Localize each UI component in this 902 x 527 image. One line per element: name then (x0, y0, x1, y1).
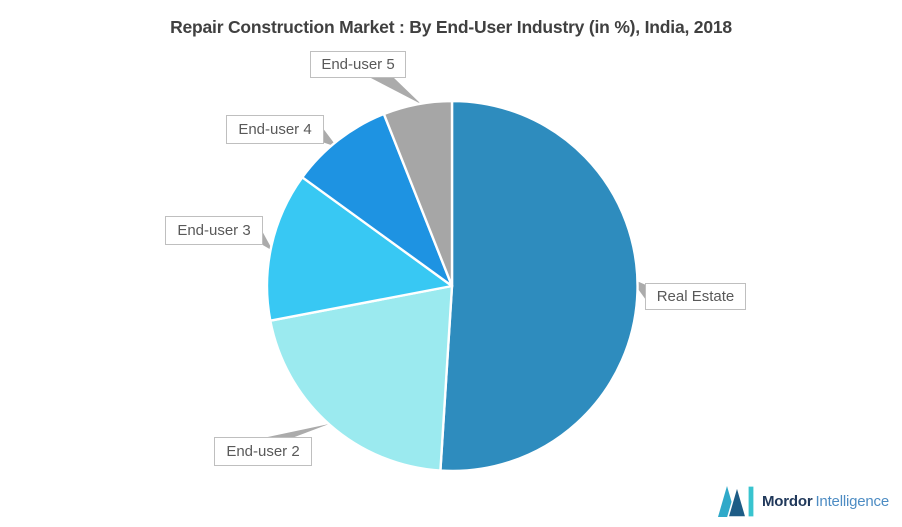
callout-end-user-2: End-user 2 (214, 437, 312, 466)
pie-slice-end-user-5 (382, 99, 454, 288)
pie-slice-real-estate (439, 99, 639, 473)
logo-wordmark: Mordor Intelligence (762, 493, 889, 510)
leader-end-user-3 (261, 229, 273, 251)
callout-end-user-4: End-user 4 (226, 115, 324, 144)
callout-end-user-5: End-user 5 (310, 51, 406, 78)
mordor-m-icon (718, 485, 755, 517)
leader-end-user-2 (263, 424, 329, 438)
logo-text-intelligence: Intelligence (815, 492, 889, 510)
pie-slice-end-user-3 (265, 176, 454, 322)
pie-slices (265, 99, 639, 473)
mordor-intelligence-logo: Mordor Intelligence (718, 485, 889, 517)
pie-slice-end-user-4 (301, 112, 454, 288)
leader-end-user-4 (322, 127, 337, 147)
logo-text-mordor: Mordor (762, 492, 813, 510)
callout-end-user-3: End-user 3 (165, 216, 263, 245)
callout-real-estate: Real Estate (645, 283, 746, 310)
chart-title: Repair Construction Market : By End-User… (170, 17, 732, 37)
leader-end-user-5 (369, 77, 421, 104)
pie-slice-end-user-2 (269, 284, 454, 472)
